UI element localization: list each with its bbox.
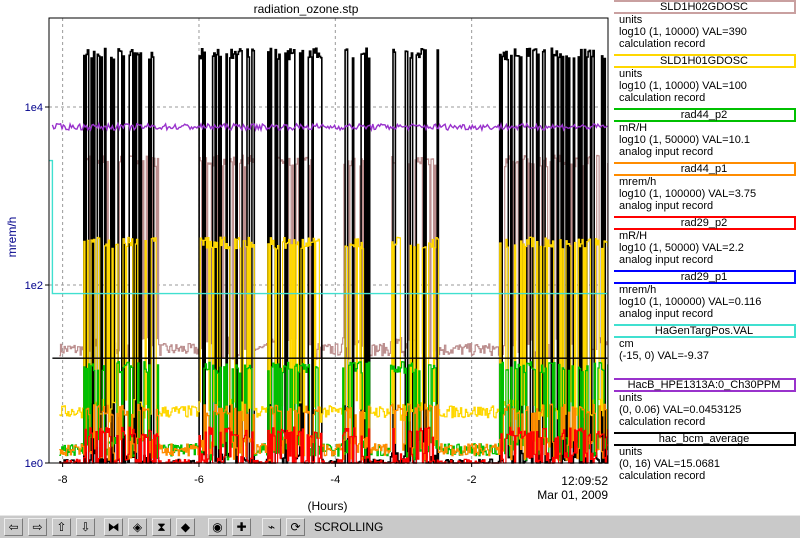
legend-detail-line: (0, 16) VAL=15.0681: [619, 458, 721, 470]
zoom-out-x-icon: ◈: [132, 520, 143, 534]
legend-detail-line: units: [619, 392, 643, 404]
y-tick-label: 1e2: [25, 280, 43, 292]
legend-detail-line: units: [619, 14, 643, 26]
zoom-out-x-button[interactable]: ◈: [128, 518, 147, 536]
legend-detail-line: calculation record: [619, 92, 706, 104]
add-icon: ✚: [236, 520, 247, 534]
legend-series-name[interactable]: HacB_HPE1313A:0_Ch30PPM: [614, 378, 796, 392]
legend-detail-line: log10 (1, 50000) VAL=2.2: [619, 242, 744, 254]
legend-detail-line: mrem/h: [619, 284, 657, 296]
legend-series-name[interactable]: rad44_p1: [614, 162, 796, 176]
legend-item[interactable]: rad29_p1 mrem/h log10 (1, 100000) VAL=0.11…: [614, 270, 800, 324]
legend-detail-line: (0, 0.06) VAL=0.0453125: [619, 404, 742, 416]
legend-item[interactable]: rad44_p2 mR/H log10 (1, 50000) VAL=10.1 ana…: [614, 108, 800, 162]
arrow-right-icon: ⇨: [32, 520, 43, 534]
toolbar: ⇦ ⇨ ⇧ ⇩ ⧓ ◈ ⧗ ◆ ◉ ✚ ⌁ ⟳ SCROLLING: [0, 515, 800, 538]
legend-detail-line: units: [619, 68, 643, 80]
legend-detail-line: (-15, 0) VAL=-9.37: [619, 350, 709, 362]
legend-detail-line: analog input record: [619, 146, 714, 158]
x-tick-label: -2: [467, 474, 477, 486]
chart-title: radiation_ozone.stp: [253, 2, 359, 16]
x-tick-label: -6: [194, 474, 204, 486]
legend-item[interactable]: rad29_p2 mR/H log10 (1, 50000) VAL=2.2 anal…: [614, 216, 800, 270]
legend-detail-line: cm: [619, 338, 634, 350]
arrow-up-button[interactable]: ⇧: [52, 518, 71, 536]
series-line-hacb-hpe1313a-0-ch30ppm: [51, 121, 608, 133]
arrow-right-button[interactable]: ⇨: [28, 518, 47, 536]
x-axis-label: (Hours): [307, 499, 348, 513]
legend-detail-line: mR/H: [619, 122, 648, 134]
time-value: 12:09:52: [561, 474, 608, 488]
legend-series-name[interactable]: SLD1H02GDOSC: [614, 0, 796, 14]
arrow-down-icon: ⇩: [80, 520, 91, 534]
legend: SLD1H02GDOSC units log10 (1, 10000) VAL=39…: [614, 0, 800, 488]
chart-area[interactable]: 1e0 1e2 1e4 -8 -6 -4 -2: [0, 0, 612, 515]
legend-detail-line: mR/H: [619, 230, 648, 242]
scroll-mode-button[interactable]: ⟳: [286, 518, 305, 536]
mode-label: SCROLLING: [314, 520, 384, 534]
zoom-in-x-button[interactable]: ⧓: [104, 518, 123, 536]
legend-series-name[interactable]: SLD1H01GDOSC: [614, 54, 796, 68]
y-tick-label: 1e4: [25, 102, 43, 114]
legend-item[interactable]: HaGenTargPos.VAL cm (-15, 0) VAL=-9.37: [614, 324, 800, 378]
legend-item[interactable]: hac_bcm_average units (0, 16) VAL=15.0681 c…: [614, 432, 800, 486]
legend-detail-line: units: [619, 446, 643, 458]
legend-item[interactable]: SLD1H02GDOSC units log10 (1, 10000) VAL=39…: [614, 0, 800, 54]
zoom-in-x-icon: ⧓: [107, 520, 120, 534]
x-tick-label: -4: [330, 474, 340, 486]
legend-detail-line: analog input record: [619, 254, 714, 266]
legend-detail-line: mrem/h: [619, 176, 657, 188]
plot-frame: [48, 17, 609, 464]
legend-series-name[interactable]: hac_bcm_average: [614, 432, 796, 446]
current-time-label: 12:09:52 Mar 01, 2009: [520, 474, 608, 502]
date-value: Mar 01, 2009: [537, 488, 608, 502]
legend-detail-line: log10 (1, 10000) VAL=100: [619, 80, 747, 92]
legend-detail-line: calculation record: [619, 470, 706, 482]
series-line-rad29-p2: [59, 426, 609, 464]
legend-detail-line: log10 (1, 10000) VAL=390: [619, 26, 747, 38]
x-tick-label: -8: [58, 474, 68, 486]
arrow-left-button[interactable]: ⇦: [4, 518, 23, 536]
add-button[interactable]: ✚: [232, 518, 251, 536]
legend-series-name[interactable]: rad44_p2: [614, 108, 796, 122]
autoscale-button[interactable]: ⌁: [262, 518, 281, 536]
legend-item[interactable]: SLD1H01GDOSC units log10 (1, 10000) VAL=10…: [614, 54, 800, 108]
zoom-out-y-button[interactable]: ◆: [176, 518, 195, 536]
center-button[interactable]: ◉: [208, 518, 227, 536]
legend-series-name[interactable]: rad29_p1: [614, 270, 796, 284]
arrow-down-button[interactable]: ⇩: [76, 518, 95, 536]
y-tick-label: 1e0: [25, 458, 43, 470]
legend-detail-line: log10 (1, 100000) VAL=0.116: [619, 296, 762, 308]
zoom-in-y-icon: ⧗: [157, 520, 166, 534]
series-line-hagentargpos-val: [49, 159, 608, 295]
arrow-up-icon: ⇧: [56, 520, 67, 534]
legend-item[interactable]: rad44_p1 mrem/h log10 (1, 100000) VAL=3.75…: [614, 162, 800, 216]
legend-detail-line: calculation record: [619, 416, 706, 428]
arrow-left-icon: ⇦: [8, 520, 19, 534]
legend-detail-line: log10 (1, 50000) VAL=10.1: [619, 134, 750, 146]
zoom-out-y-icon: ◆: [180, 520, 191, 534]
legend-detail-line: analog input record: [619, 308, 714, 320]
center-icon: ◉: [212, 520, 223, 534]
scroll-mode-icon: ⟳: [290, 520, 301, 534]
autoscale-icon: ⌁: [267, 520, 276, 534]
legend-series-name[interactable]: rad29_p2: [614, 216, 796, 230]
legend-detail-line: calculation record: [619, 38, 706, 50]
legend-series-name[interactable]: HaGenTargPos.VAL: [614, 324, 796, 338]
legend-detail-line: analog input record: [619, 200, 714, 212]
zoom-in-y-button[interactable]: ⧗: [152, 518, 171, 536]
legend-detail-line: log10 (1, 100000) VAL=3.75: [619, 188, 757, 200]
legend-item[interactable]: HacB_HPE1313A:0_Ch30PPM units (0, 0.06) VA…: [614, 378, 800, 432]
